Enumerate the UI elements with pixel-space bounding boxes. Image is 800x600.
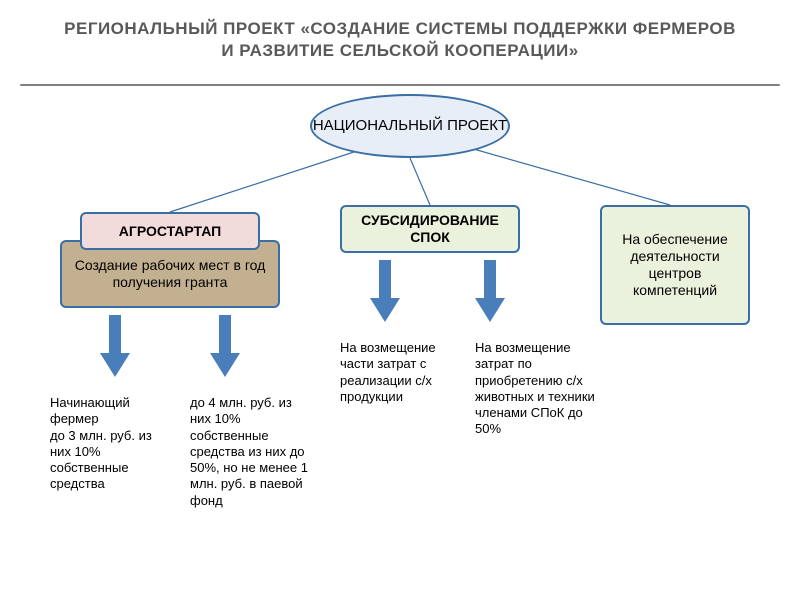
node-jobs: Создание рабочих мест в год получения гр…	[60, 240, 280, 308]
text-farmer-4m: до 4 млн. руб. из них 10% собственные ср…	[190, 395, 315, 509]
down-arrow-icon	[100, 315, 130, 377]
down-arrow-icon	[210, 315, 240, 377]
text-reimburse-sales: На возмещение части затрат с реализации …	[340, 340, 460, 405]
text-reimburse-equip: На возмещение затрат по приобретению с/х…	[475, 340, 595, 438]
node-national-project: НАЦИОНАЛЬНЫЙ ПРОЕКТ	[310, 94, 510, 158]
node-spok-subsidy: СУБСИДИРОВАНИЕ СПОК	[340, 205, 520, 253]
slide-root: { "title_text": "РЕГИОНАЛЬНЫЙ ПРОЕКТ «СО…	[0, 0, 800, 600]
down-arrow-icon	[475, 260, 505, 322]
text-farmer-3m: Начинающий фермер до 3 млн. руб. из них …	[50, 395, 170, 493]
node-agrostartup: АГРОСТАРТАП	[80, 212, 260, 250]
node-centers: На обеспечение деятельности центров комп…	[600, 205, 750, 325]
down-arrow-icon	[370, 260, 400, 322]
